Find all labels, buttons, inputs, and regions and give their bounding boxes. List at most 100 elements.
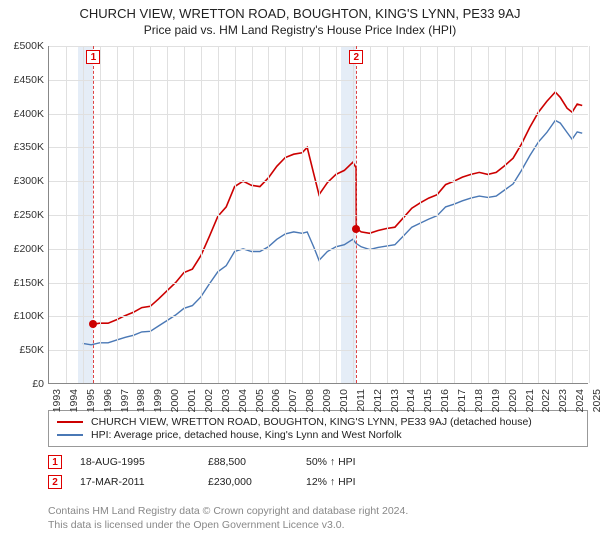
chart-title: CHURCH VIEW, WRETTON ROAD, BOUGHTON, KIN… xyxy=(0,6,600,21)
x-axis-label: 1995 xyxy=(85,389,97,419)
y-axis-label: £150K xyxy=(0,277,44,289)
gridline-vertical xyxy=(488,46,489,383)
gridline-vertical xyxy=(353,46,354,383)
gridline-vertical xyxy=(319,46,320,383)
y-axis-label: £250K xyxy=(0,209,44,221)
plot-area: 12 xyxy=(48,46,588,384)
gridline-vertical xyxy=(454,46,455,383)
x-axis-label: 2000 xyxy=(169,389,181,419)
chart-subtitle: Price paid vs. HM Land Registry's House … xyxy=(0,23,600,37)
x-axis-label: 2007 xyxy=(287,389,299,419)
x-axis-label: 2024 xyxy=(574,389,586,419)
x-axis-label: 1996 xyxy=(102,389,114,419)
sale-point xyxy=(89,320,97,328)
gridline-vertical xyxy=(100,46,101,383)
event-delta: 12% ↑ HPI xyxy=(306,476,426,488)
x-axis-label: 2003 xyxy=(220,389,232,419)
gridline-vertical xyxy=(387,46,388,383)
event-row: 118-AUG-1995£88,50050% ↑ HPI xyxy=(48,452,588,472)
x-axis-label: 2010 xyxy=(338,389,350,419)
x-axis-label: 2004 xyxy=(237,389,249,419)
gridline-vertical xyxy=(117,46,118,383)
x-axis-label: 1999 xyxy=(152,389,164,419)
event-marker-2: 2 xyxy=(349,50,363,64)
x-axis-label: 2020 xyxy=(507,389,519,419)
gridline-vertical xyxy=(522,46,523,383)
legend-swatch xyxy=(57,434,83,436)
x-axis-label: 2002 xyxy=(203,389,215,419)
footer-attribution: Contains HM Land Registry data © Crown c… xyxy=(48,504,588,532)
gridline-vertical xyxy=(336,46,337,383)
gridline-vertical xyxy=(285,46,286,383)
gridline-vertical xyxy=(133,46,134,383)
gridline-vertical xyxy=(302,46,303,383)
legend-label: HPI: Average price, detached house, King… xyxy=(91,429,402,441)
gridline-vertical xyxy=(538,46,539,383)
gridline-vertical xyxy=(505,46,506,383)
x-axis-label: 1998 xyxy=(135,389,147,419)
x-axis-label: 2008 xyxy=(304,389,316,419)
chart-area: 12 xyxy=(48,46,588,404)
event-row: 2 17-MAR-2011 £230,000 12% ↑ HPI xyxy=(48,472,588,492)
x-axis-label: 2016 xyxy=(439,389,451,419)
gridline-vertical xyxy=(268,46,269,383)
x-axis-label: 2023 xyxy=(557,389,569,419)
event-date: 18-AUG-1995 xyxy=(80,456,190,468)
gridline-vertical xyxy=(370,46,371,383)
x-axis-label: 2015 xyxy=(422,389,434,419)
legend-swatch xyxy=(57,421,83,423)
gridline-vertical xyxy=(437,46,438,383)
y-axis-label: £0 xyxy=(0,378,44,390)
legend-item: HPI: Average price, detached house, King… xyxy=(57,429,579,441)
y-axis-label: £100K xyxy=(0,310,44,322)
event-vline xyxy=(93,46,94,383)
event-delta: 50% ↑ HPI xyxy=(306,456,426,468)
gridline-vertical xyxy=(218,46,219,383)
y-axis-label: £300K xyxy=(0,175,44,187)
gridline-vertical xyxy=(420,46,421,383)
gridline-vertical xyxy=(201,46,202,383)
title-block: CHURCH VIEW, WRETTON ROAD, BOUGHTON, KIN… xyxy=(0,0,600,39)
x-axis-label: 1994 xyxy=(68,389,80,419)
x-axis-label: 2019 xyxy=(490,389,502,419)
gridline-vertical xyxy=(83,46,84,383)
x-axis-label: 1997 xyxy=(119,389,131,419)
event-date: 17-MAR-2011 xyxy=(80,476,190,488)
event-row-marker: 2 xyxy=(48,475,62,489)
x-axis-label: 2012 xyxy=(372,389,384,419)
x-axis-label: 2021 xyxy=(524,389,536,419)
event-marker-1: 1 xyxy=(86,50,100,64)
gridline-vertical xyxy=(589,46,590,383)
gridline-vertical xyxy=(235,46,236,383)
x-axis-label: 2011 xyxy=(355,389,367,419)
gridline-vertical xyxy=(572,46,573,383)
x-axis-label: 2006 xyxy=(270,389,282,419)
footer-line-1: Contains HM Land Registry data © Crown c… xyxy=(48,504,588,518)
y-axis-label: £350K xyxy=(0,141,44,153)
gridline-vertical xyxy=(66,46,67,383)
x-axis-label: 2013 xyxy=(389,389,401,419)
event-price: £88,500 xyxy=(208,456,288,468)
chart-container: CHURCH VIEW, WRETTON ROAD, BOUGHTON, KIN… xyxy=(0,0,600,560)
x-axis-label: 2018 xyxy=(473,389,485,419)
x-axis-label: 2022 xyxy=(540,389,552,419)
gridline-vertical xyxy=(167,46,168,383)
events-table: 118-AUG-1995£88,50050% ↑ HPI217-MAR-2011… xyxy=(48,452,588,492)
x-axis-label: 2005 xyxy=(254,389,266,419)
gridline-vertical xyxy=(184,46,185,383)
x-axis-label: 2001 xyxy=(186,389,198,419)
y-axis-label: £450K xyxy=(0,74,44,86)
x-axis-label: 2017 xyxy=(456,389,468,419)
x-axis-label: 2025 xyxy=(591,389,600,419)
gridline-vertical xyxy=(403,46,404,383)
event-price: £230,000 xyxy=(208,476,288,488)
event-vline xyxy=(356,46,357,383)
x-axis-label: 1993 xyxy=(51,389,63,419)
sale-point xyxy=(352,225,360,233)
y-axis-label: £200K xyxy=(0,243,44,255)
y-axis-label: £50K xyxy=(0,344,44,356)
gridline-vertical xyxy=(150,46,151,383)
gridline-vertical xyxy=(471,46,472,383)
x-axis-label: 2014 xyxy=(405,389,417,419)
x-axis-label: 2009 xyxy=(321,389,333,419)
